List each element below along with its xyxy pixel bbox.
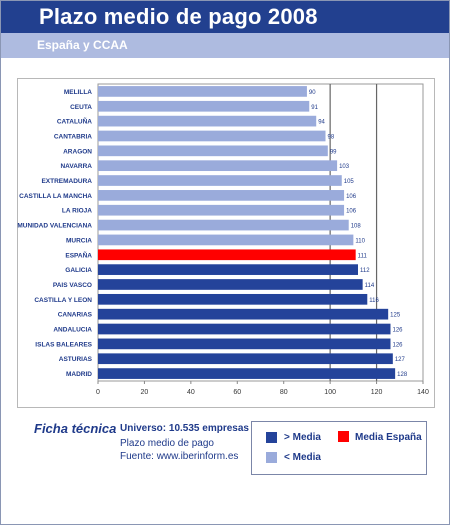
bar (98, 293, 368, 305)
bar (98, 338, 391, 350)
bar (98, 115, 317, 127)
page-title: Plazo medio de pago 2008 (39, 4, 318, 29)
data-label: 126 (393, 342, 404, 348)
data-label: 99 (330, 149, 337, 155)
x-tick-label: 60 (233, 389, 241, 396)
category-label: ARAGON (63, 148, 92, 155)
data-label: 103 (339, 164, 350, 170)
bar (98, 264, 358, 275)
category-label: CASTILLA LA MANCHA (19, 193, 92, 200)
x-tick-label: 80 (280, 389, 288, 396)
bar (98, 190, 345, 201)
category-label: COMUNIDAD VALENCIANA (17, 223, 92, 230)
bar (98, 249, 356, 261)
category-label: PAIS VASCO (53, 282, 92, 289)
data-label: 114 (365, 283, 375, 289)
bar (98, 234, 354, 246)
category-label: CASTILLA Y LEON (34, 297, 92, 304)
data-label: 112 (360, 268, 370, 274)
data-label: 108 (351, 224, 362, 230)
bar (98, 86, 307, 97)
bar (98, 353, 393, 365)
data-label: 106 (346, 209, 357, 215)
category-label: EXTREMADURA (41, 178, 92, 185)
data-label: 111 (358, 253, 368, 259)
bar (98, 204, 345, 216)
category-label: CANTABRIA (54, 133, 92, 140)
x-tick-label: 100 (324, 389, 336, 396)
data-label: 98 (328, 134, 335, 140)
legend: > Media Media España < Media (251, 421, 427, 475)
bar (98, 130, 326, 142)
legend-swatch-above (266, 432, 277, 443)
page-subtitle: España y CCAA (37, 38, 128, 52)
bar (98, 175, 342, 186)
data-label: 116 (369, 298, 379, 304)
data-label: 110 (355, 238, 365, 244)
header-bar: Plazo medio de pago 2008 (1, 1, 449, 33)
subheader-bar: España y CCAA (1, 33, 449, 58)
legend-swatch-spain (338, 431, 349, 442)
legend-label-above: > Media (284, 432, 321, 443)
data-label: 91 (311, 105, 318, 111)
category-label: LA RIOJA (62, 208, 92, 215)
legend-label-spain: Media España (355, 432, 422, 443)
category-label: MADRID (66, 371, 92, 378)
ficha-line-1: Plazo medio de pago (120, 438, 214, 449)
data-label: 126 (393, 328, 404, 334)
legend-label-below: < Media (284, 452, 321, 463)
category-label: NAVARRA (60, 163, 92, 170)
data-label: 94 (318, 120, 325, 126)
bar (98, 145, 328, 157)
category-label: ISLAS BALEARES (35, 341, 92, 348)
ficha-universo: Universo: 10.535 empresas (120, 423, 249, 434)
category-label: CEUTA (70, 104, 92, 111)
ficha-line-2: Fuente: www.iberinform.es (120, 451, 239, 462)
x-tick-label: 0 (96, 389, 100, 396)
category-label: CANARIAS (58, 312, 93, 319)
bar-chart: MELILLA 90 CEUTA 91 CATALUÑA 94 CANTABRIA 98 ARA… (8, 78, 435, 408)
category-label: GALICIA (65, 267, 92, 274)
bar (98, 323, 391, 335)
data-label: 90 (309, 90, 316, 96)
category-label: ASTURIAS (59, 356, 93, 363)
data-label: 125 (390, 313, 401, 319)
data-label: 127 (395, 357, 406, 363)
legend-swatch-below (266, 452, 277, 463)
category-label: MELILLA (64, 89, 92, 96)
bar (98, 100, 310, 112)
x-tick-label: 140 (417, 389, 429, 396)
data-label: 105 (344, 179, 355, 185)
data-label: 128 (397, 372, 408, 378)
bar-chart-svg: MELILLA 90 CEUTA 91 CATALUÑA 94 CANTABRIA 98 ARA… (8, 78, 435, 408)
bar (98, 368, 396, 379)
bar (98, 308, 389, 320)
ficha-tecnica-title: Ficha técnica (34, 421, 117, 436)
x-tick-label: 120 (371, 389, 383, 396)
bar (98, 279, 363, 290)
bar (98, 219, 349, 231)
category-label: ESPAÑA (65, 250, 92, 259)
plot-area-border (97, 83, 424, 382)
x-tick-label: 20 (141, 389, 149, 396)
x-tick-label: 40 (187, 389, 195, 396)
bar (98, 160, 338, 172)
category-label: CATALUÑA (57, 117, 92, 126)
data-label: 106 (346, 194, 357, 200)
category-label: ANDALUCIA (53, 327, 92, 334)
category-label: MURCIA (66, 237, 92, 244)
